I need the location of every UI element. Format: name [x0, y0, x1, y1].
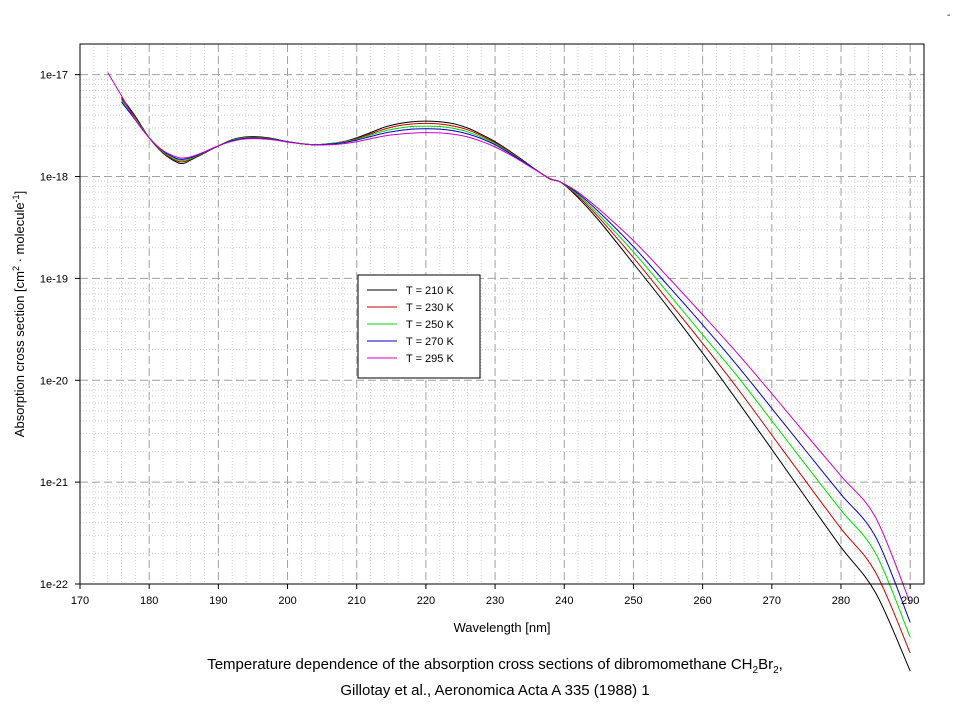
- x-tick-label: 180: [140, 595, 158, 607]
- x-tick-label: 220: [417, 595, 435, 607]
- series-line-270k: [121, 101, 911, 623]
- corner-mark: -: [947, 10, 951, 21]
- series-line-210k: [121, 97, 911, 672]
- legend-label: T = 210 K: [406, 285, 454, 297]
- series-line-295k: [107, 72, 911, 604]
- x-tick-label: 240: [555, 595, 573, 607]
- x-tick-label: 190: [209, 595, 227, 607]
- y-tick-label: 1e-21: [40, 477, 68, 489]
- y-tick-label: 1e-19: [40, 273, 68, 285]
- legend-label: T = 295 K: [406, 353, 454, 365]
- x-axis-label: Wavelength [nm]: [453, 620, 550, 635]
- legend-label: T = 230 K: [406, 302, 454, 314]
- y-tick-label: 1e-20: [40, 375, 68, 387]
- y-tick-labels: 1e-17 1e-18 1e-19 1e-20 1e-21 1e-22: [40, 70, 68, 591]
- caption-line-1: Temperature dependence of the absorption…: [207, 656, 783, 676]
- x-tick-label: 260: [693, 595, 711, 607]
- x-tick-label: 170: [71, 595, 89, 607]
- x-tick-labels: 170 180 190 200 210 220 230 240 250 260 270 280 290: [71, 595, 920, 607]
- y-tick-label: 1e-22: [40, 579, 68, 591]
- legend-label: T = 250 K: [406, 319, 454, 331]
- legend: T = 210 K T = 230 K T = 250 K T = 270 K T = …: [357, 274, 481, 379]
- x-tick-label: 230: [486, 595, 504, 607]
- plot-frame: [79, 43, 925, 585]
- series-lines: [107, 72, 911, 672]
- x-tick-label: 290: [901, 595, 919, 607]
- x-tick-label: 270: [763, 595, 781, 607]
- x-tick-label: 280: [832, 595, 850, 607]
- caption-line-2: Gillotay et al., Aeronomica Acta A 335 (…: [340, 682, 650, 699]
- legend-box: [357, 274, 481, 379]
- grid: [80, 43, 924, 584]
- y-tick-label: 1e-18: [40, 172, 68, 184]
- axis-ticks: [75, 74, 911, 589]
- y-axis-label: Absorption cross section [cm2 · molecule…: [11, 191, 27, 437]
- x-tick-label: 200: [278, 595, 296, 607]
- legend-label: T = 270 K: [406, 336, 454, 348]
- y-tick-label: 1e-17: [40, 70, 68, 82]
- x-tick-label: 250: [624, 595, 642, 607]
- x-tick-label: 210: [348, 595, 366, 607]
- series-line-230k: [121, 98, 911, 654]
